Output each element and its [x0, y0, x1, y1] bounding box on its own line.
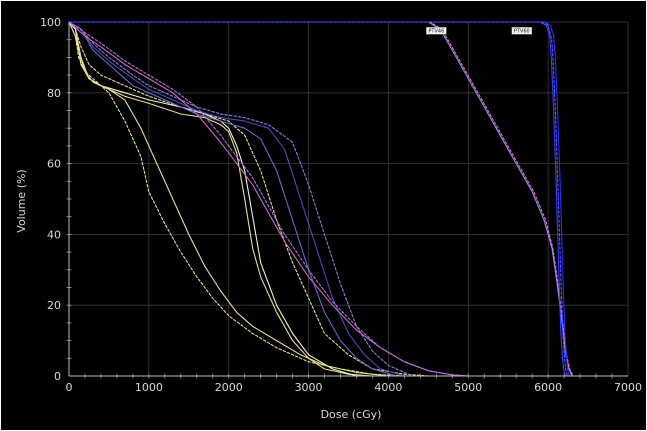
y-tick-label: 60 — [47, 158, 61, 171]
x-tick-label: 3000 — [295, 381, 323, 394]
series-line-2 — [68, 21, 429, 377]
x-tick-label: 2000 — [215, 381, 243, 394]
annotation-label: PTV60 — [514, 29, 530, 35]
y-tick-label: 80 — [47, 87, 61, 100]
series-line-11 — [68, 21, 573, 377]
annotation-box — [511, 27, 533, 35]
x-tick-label: 5000 — [454, 381, 482, 394]
series-line-6 — [68, 21, 397, 377]
annotation-box — [426, 27, 447, 35]
y-tick-label: 0 — [54, 370, 61, 383]
y-tick-label: 40 — [47, 228, 61, 241]
series-line-7 — [68, 21, 405, 377]
minor-ticks-layer — [66, 39, 613, 379]
annotation-layer: PTV46 PTV60 — [426, 27, 533, 35]
y-tick-label: 20 — [47, 299, 61, 312]
x-tick-label: 6000 — [534, 381, 562, 394]
x-axis-title: Dose (cGy) — [321, 408, 382, 421]
y-axis-title: Volume (%) — [15, 169, 28, 232]
x-tick-label: 0 — [66, 381, 73, 394]
series-line-14 — [68, 21, 571, 377]
annotation-tag-2: PTV60 — [511, 27, 533, 35]
series-line-12 — [68, 21, 574, 377]
x-tick-label: 7000 — [614, 381, 642, 394]
series-line-10 — [68, 21, 469, 377]
series-layer — [68, 21, 574, 377]
series-line-1 — [68, 21, 374, 377]
annotation-tag-1: PTV46 — [426, 27, 447, 35]
y-tick-label: 100 — [40, 16, 61, 29]
x-tick-label: 4000 — [374, 381, 402, 394]
x-tick-label: 1000 — [135, 381, 163, 394]
axis-layer: 0 1000 2000 3000 4000 5000 6000 7000 0 20 40 60 80 10… — [40, 16, 642, 394]
annotation-label: PTV46 — [428, 29, 444, 35]
series-line-13 — [68, 21, 567, 377]
series-line-5 — [68, 21, 405, 377]
series-line-15 — [68, 21, 569, 377]
